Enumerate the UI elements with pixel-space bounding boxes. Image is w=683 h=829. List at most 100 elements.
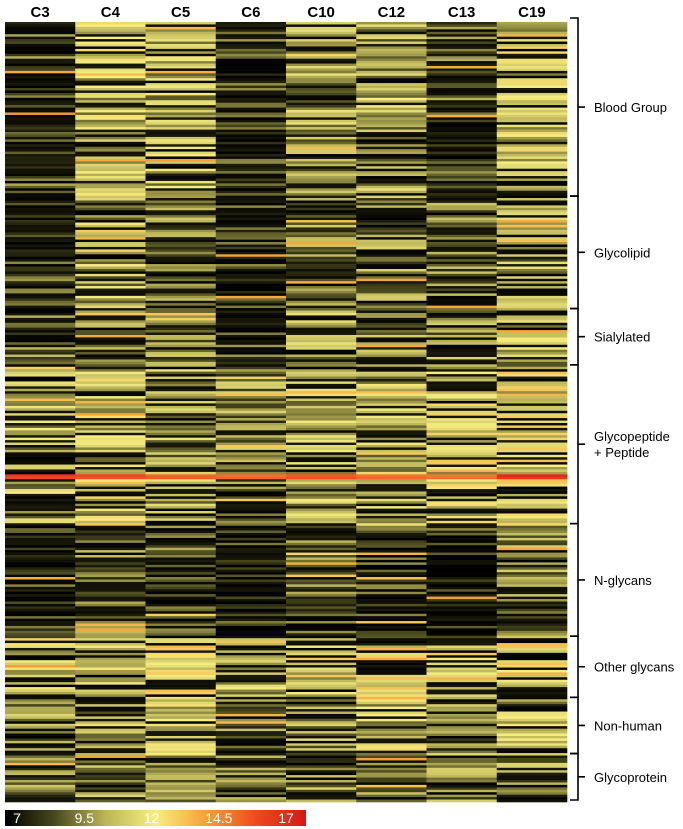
heatmap-cell [286, 344, 357, 348]
heatmap-cell [426, 762, 498, 766]
heatmap-cell [145, 171, 217, 174]
heatmap-cell [286, 242, 357, 245]
heatmap-cell [426, 39, 498, 42]
heatmap-cell [496, 760, 568, 764]
heatmap-cell [356, 474, 427, 478]
heatmap-cell [145, 589, 217, 593]
colorbar-tick-label: 17 [278, 810, 294, 826]
heatmap-cell [5, 528, 76, 531]
heatmap-cell [496, 53, 568, 57]
heatmap-cell [75, 586, 146, 590]
heatmap-cell [145, 618, 217, 622]
heatmap-cell [215, 533, 287, 536]
heatmap-cell [426, 100, 498, 103]
heatmap-cell [75, 122, 146, 125]
heatmap-cell [75, 782, 146, 786]
heatmap-cell [75, 491, 146, 495]
heatmap-cell [356, 398, 427, 402]
heatmap-cell [286, 435, 357, 438]
heatmap-cell [75, 537, 146, 541]
heatmap-cell [145, 638, 217, 641]
heatmap-cell [5, 273, 76, 277]
heatmap-cell [286, 386, 357, 390]
heatmap-cell [496, 56, 568, 59]
heatmap-cell [496, 205, 568, 209]
heatmap-cell [75, 660, 146, 663]
heatmap-cell [5, 493, 76, 497]
heatmap-cell [356, 462, 427, 465]
heatmap-cell [75, 726, 146, 729]
heatmap-cell [426, 234, 498, 238]
heatmap-cell [145, 706, 217, 710]
heatmap-cell [215, 239, 287, 243]
heatmap-cell [286, 484, 357, 487]
heatmap-cell [215, 613, 287, 617]
heatmap-cell [75, 454, 146, 458]
heatmap-cell [145, 603, 217, 607]
heatmap-cell [215, 188, 287, 192]
heatmap-cell [286, 268, 357, 272]
heatmap-cell [286, 601, 357, 605]
heatmap-cell [496, 479, 568, 482]
heatmap-cell [426, 640, 498, 644]
heatmap-cell [215, 459, 287, 463]
heatmap-cell [496, 711, 568, 715]
heatmap-cell [5, 557, 76, 561]
heatmap-cell [356, 215, 427, 218]
heatmap-cell [215, 202, 287, 206]
heatmap-cell [286, 381, 357, 385]
heatmap-cell [286, 161, 357, 165]
heatmap-cell [145, 268, 217, 272]
heatmap-cell [5, 738, 76, 742]
heatmap-cell [426, 586, 498, 590]
heatmap-cell [286, 249, 357, 253]
heatmap-cell [75, 657, 146, 661]
heatmap-cell [496, 210, 568, 214]
heatmap-cell [426, 273, 498, 277]
heatmap-cell [426, 401, 498, 404]
heatmap-cell [5, 185, 76, 189]
heatmap-cell [496, 393, 568, 397]
heatmap-cell [215, 496, 287, 500]
heatmap-cell [5, 687, 76, 690]
heatmap-cell [75, 271, 146, 275]
heatmap-cell [215, 144, 287, 148]
heatmap-cell [496, 344, 568, 348]
heatmap-cell [426, 540, 498, 544]
heatmap-cell [426, 95, 498, 99]
heatmap-cell [426, 408, 498, 412]
heatmap-cell [426, 386, 498, 390]
heatmap-cell [5, 457, 76, 460]
heatmap-cell [356, 83, 427, 86]
heatmap-cell [215, 315, 287, 319]
heatmap-cell [496, 239, 568, 243]
heatmap-cell [215, 127, 287, 130]
heatmap-cell [5, 682, 76, 685]
heatmap-cell [215, 220, 287, 223]
heatmap-cell [286, 312, 357, 316]
heatmap-cell [215, 797, 287, 800]
heatmap-cell [426, 660, 498, 663]
heatmap-cell [5, 625, 76, 629]
heatmap-cell [356, 210, 427, 214]
heatmap-cell [286, 129, 357, 133]
heatmap-cell [426, 256, 498, 260]
heatmap-cell [5, 207, 76, 211]
heatmap-cell [426, 281, 498, 284]
heatmap-cell [356, 589, 427, 593]
heatmap-cell [286, 51, 357, 55]
heatmap-cell [215, 792, 287, 795]
heatmap-cell [215, 95, 287, 99]
heatmap-cell [496, 39, 568, 42]
heatmap-cell [5, 462, 76, 465]
heatmap-cell [215, 359, 287, 363]
heatmap-cell [145, 237, 217, 240]
heatmap-cell [75, 427, 146, 431]
heatmap-cell [145, 557, 217, 561]
heatmap-cell [426, 347, 498, 350]
heatmap-cell [356, 476, 427, 480]
heatmap-cell [286, 176, 357, 179]
heatmap-cell [426, 212, 498, 216]
heatmap-cell [215, 73, 287, 77]
heatmap-cell [496, 535, 568, 539]
